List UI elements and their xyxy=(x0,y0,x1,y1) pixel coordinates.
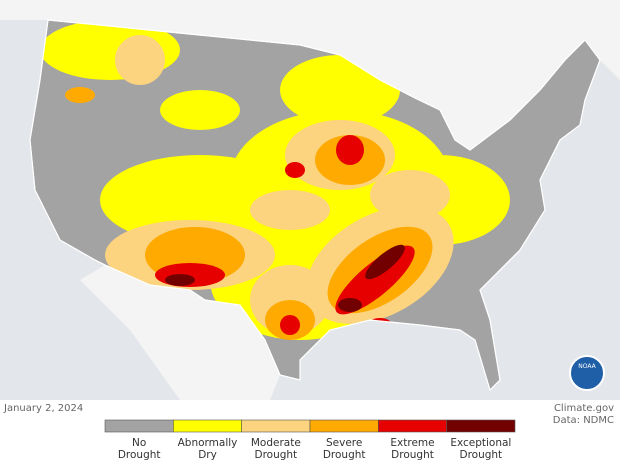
legend-label: Drought xyxy=(323,449,366,461)
legend-label: Drought xyxy=(118,449,161,461)
legend-swatch xyxy=(104,419,174,433)
data-credit: Data: NDMC xyxy=(553,415,614,426)
legend-label: No xyxy=(132,437,146,449)
legend-label: Exceptional xyxy=(450,437,511,449)
legend-swatch xyxy=(446,419,516,433)
legend-label: Extreme xyxy=(390,437,434,449)
legend-label: Abnormally xyxy=(178,437,238,449)
legend-swatch xyxy=(309,419,379,433)
logo-text: NOAA xyxy=(578,363,596,370)
legend-label: Dry xyxy=(198,449,217,461)
legend-label: Severe xyxy=(326,437,362,449)
canada xyxy=(0,0,620,150)
legend: NoDroughtAbnormallyDryModerateDroughtSev… xyxy=(104,419,516,461)
legend-swatch xyxy=(241,419,311,433)
legend-label: Drought xyxy=(254,449,297,461)
source: Climate.gov xyxy=(554,403,614,414)
legend-label: Drought xyxy=(391,449,434,461)
legend-label: Drought xyxy=(459,449,502,461)
logo xyxy=(569,355,605,391)
legend-label: Moderate xyxy=(251,437,301,449)
mexico xyxy=(80,265,280,400)
legend-swatch xyxy=(173,419,242,433)
legend-swatch xyxy=(378,419,447,433)
date: January 2, 2024 xyxy=(3,403,83,414)
